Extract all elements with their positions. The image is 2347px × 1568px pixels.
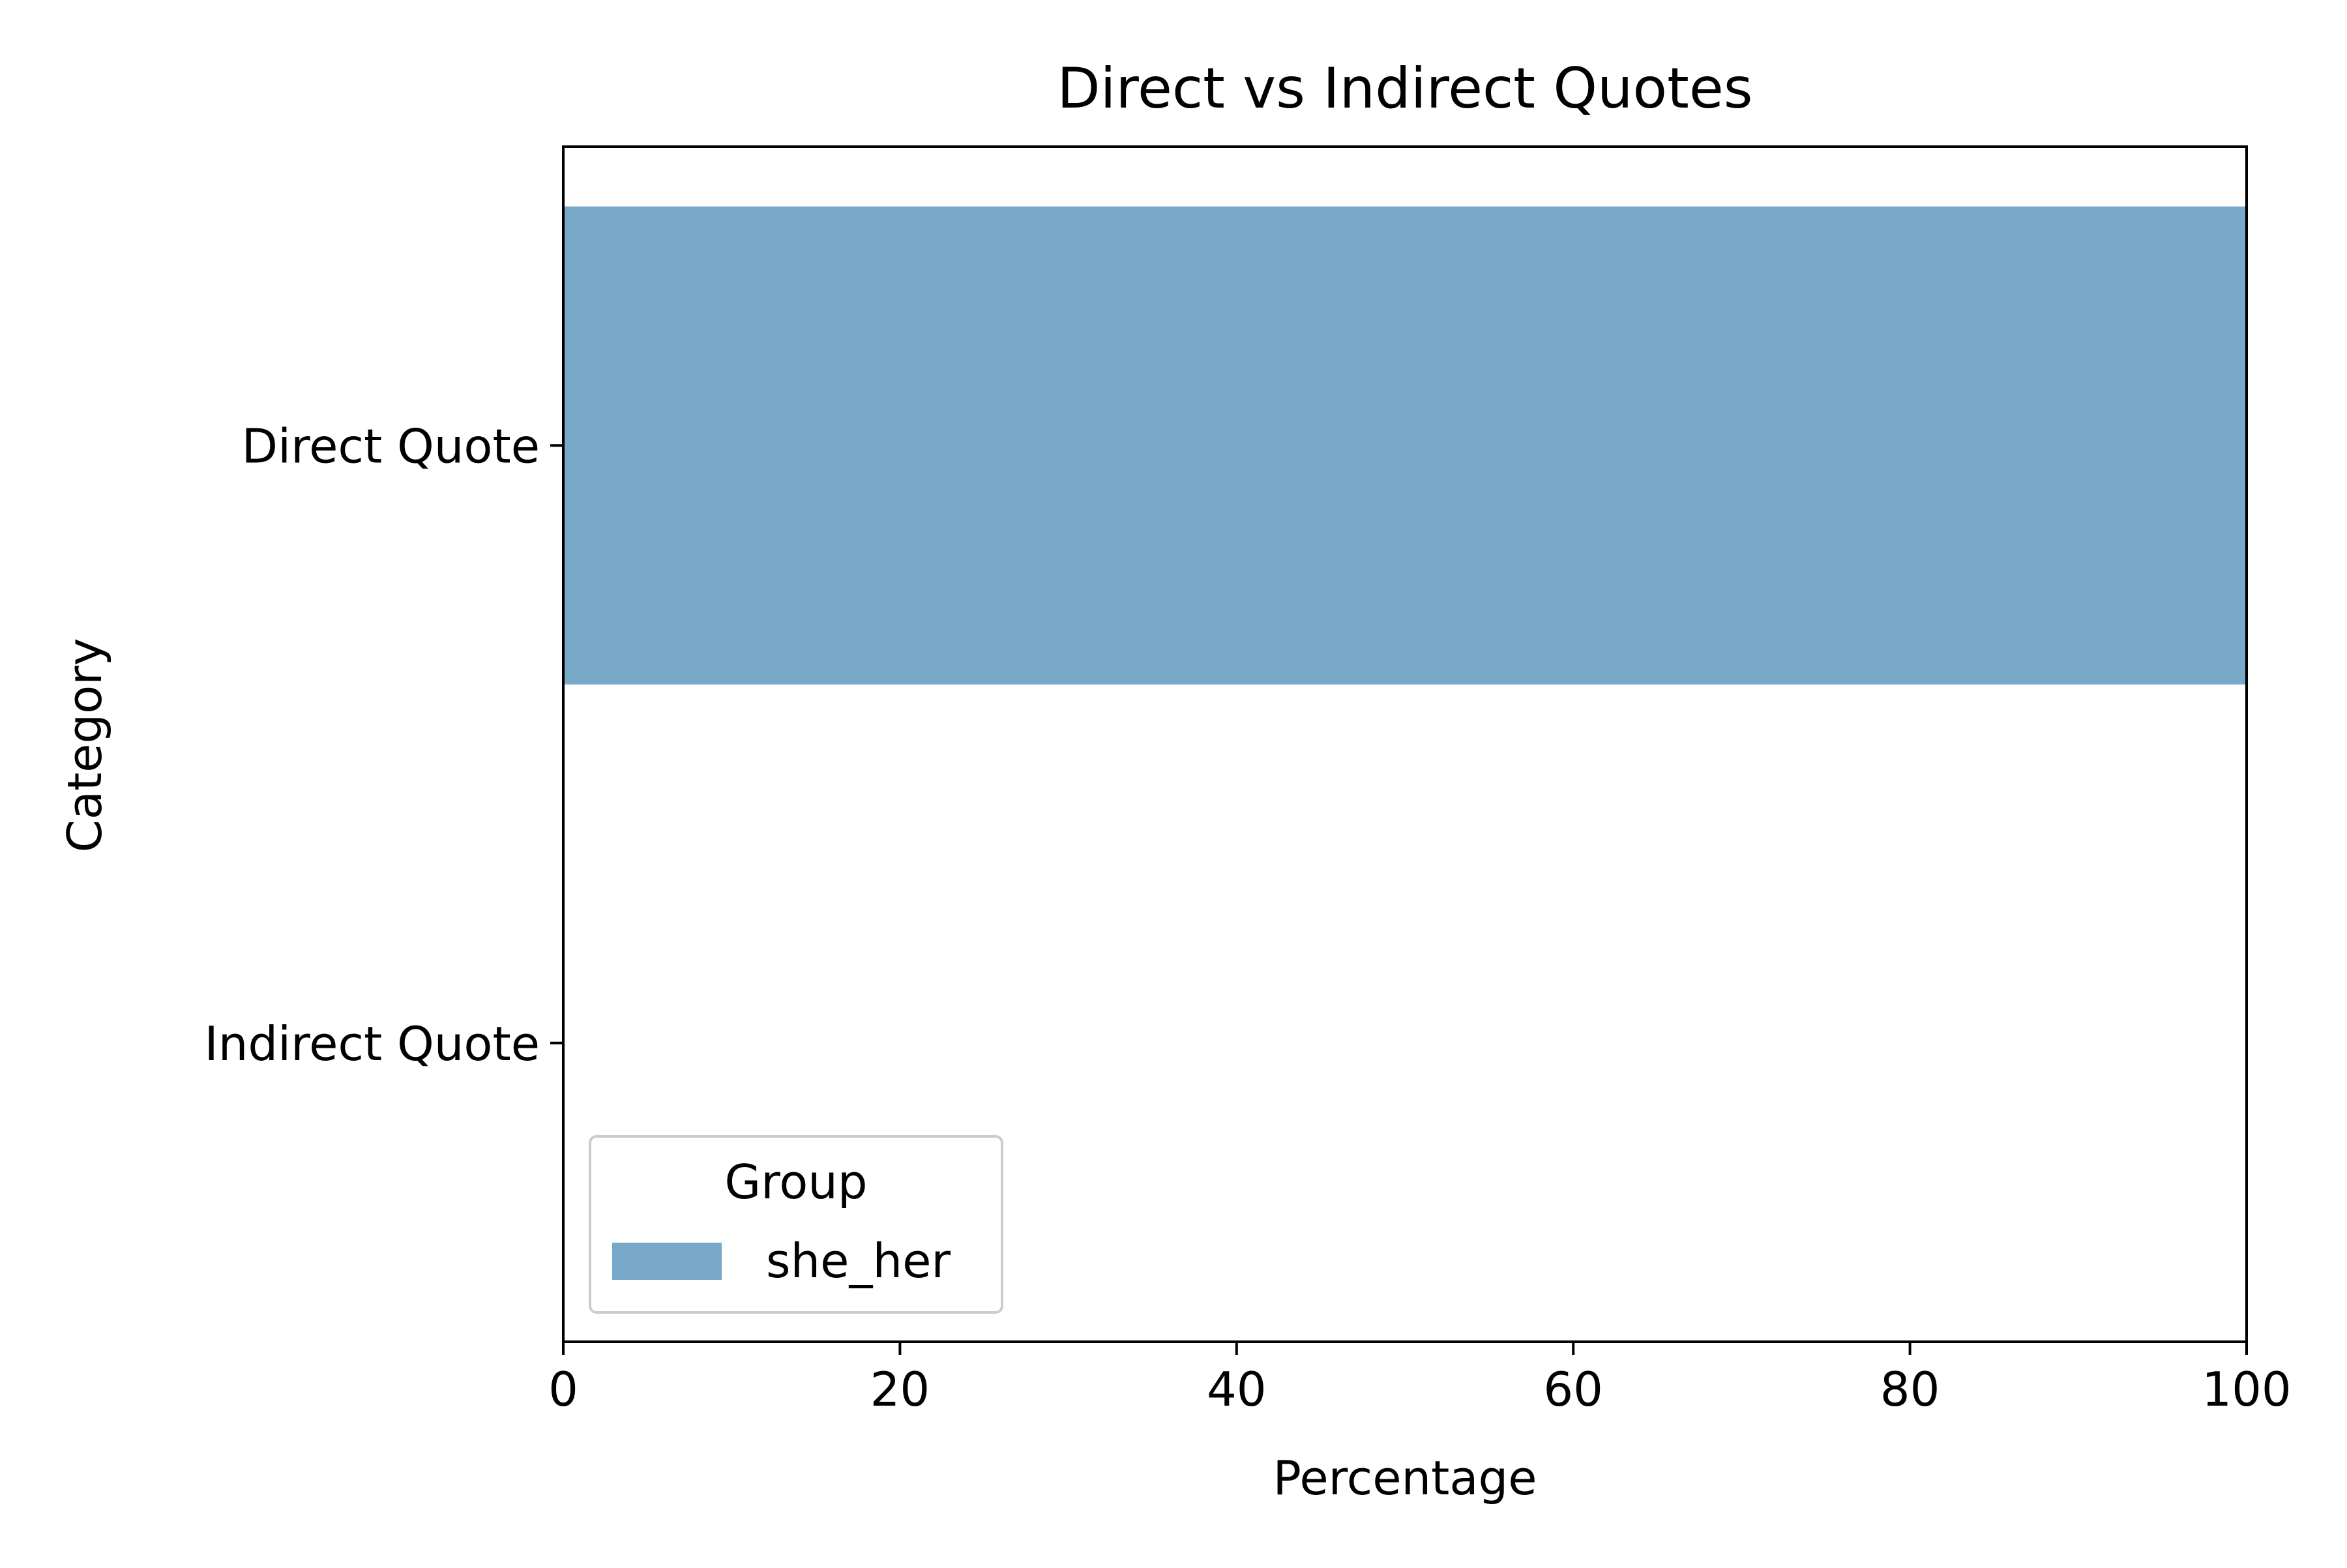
x-tick-label-40: 40 <box>1207 1362 1267 1417</box>
bar-she-her-direct-quote <box>563 206 2247 685</box>
bars-layer <box>563 206 2247 685</box>
x-tick-label-80: 80 <box>1880 1362 1940 1417</box>
chart-title: Direct vs Indirect Quotes <box>1057 56 1752 121</box>
y-axis-label: Category <box>57 638 112 853</box>
y-tick-label-direct-quote: Direct Quote <box>242 419 540 473</box>
x-tick-label-100: 100 <box>2202 1362 2291 1417</box>
legend: Group she_her <box>589 1135 1003 1314</box>
plot-frame <box>562 145 2248 1343</box>
x-tick-label-0: 0 <box>548 1362 578 1417</box>
x-tick-label-60: 60 <box>1543 1362 1603 1417</box>
y-tick-label-indirect-quote: Indirect Quote <box>205 1016 540 1071</box>
legend-title: Group <box>724 1155 867 1209</box>
x-axis-label: Percentage <box>1273 1451 1537 1505</box>
legend-label-she-her: she_her <box>766 1234 951 1288</box>
x-tick-label-20: 20 <box>870 1362 930 1417</box>
ticks-layer: Direct Quote Indirect Quote 0 20 40 60 80 100 <box>205 419 2292 1417</box>
legend-swatch-she-her <box>612 1243 722 1280</box>
